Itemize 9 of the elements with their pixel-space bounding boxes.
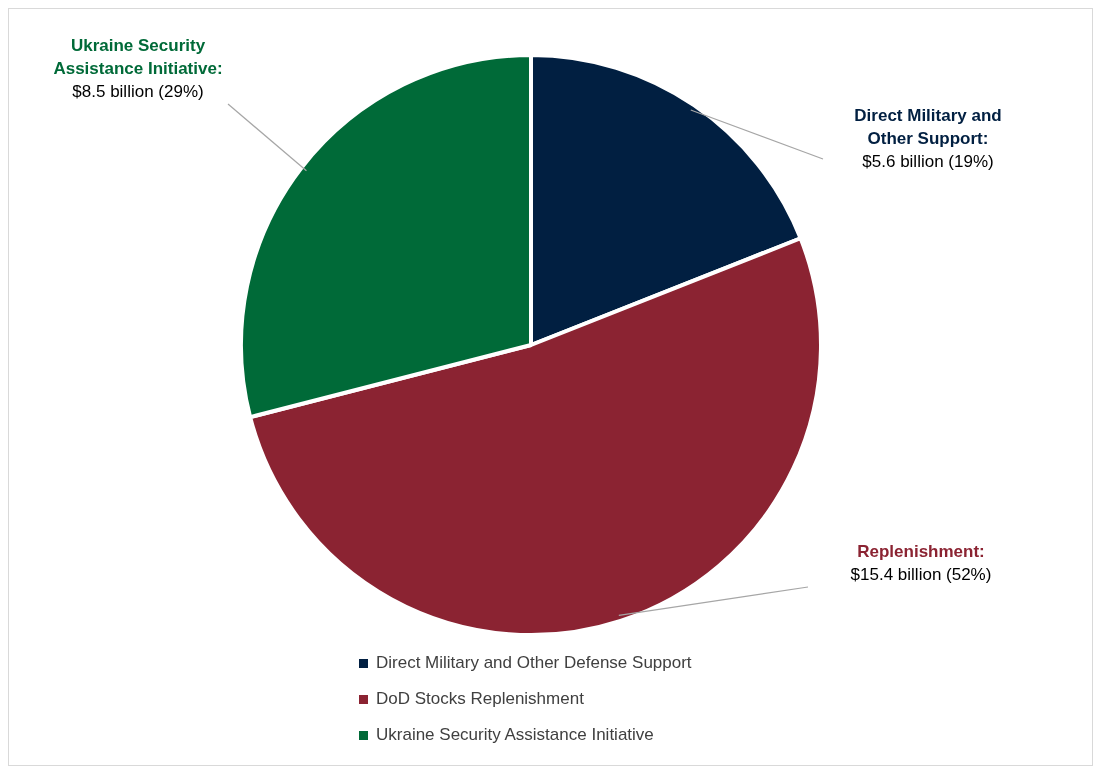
legend-label: Direct Military and Other Defense Support: [376, 653, 692, 673]
legend-label: DoD Stocks Replenishment: [376, 689, 584, 709]
legend-label: Ukraine Security Assistance Initiative: [376, 725, 654, 745]
data-label: $15.4 billion (52%): [850, 565, 992, 585]
data-label: $5.6 billion (19%): [862, 151, 994, 171]
text: Direct Military and Other Support:: [854, 105, 1002, 148]
text: Ukraine Security Assistance Initiative:: [53, 35, 223, 78]
text: Replenishment:: [857, 542, 985, 562]
data-label: $8.5 billion (29%): [72, 81, 204, 101]
